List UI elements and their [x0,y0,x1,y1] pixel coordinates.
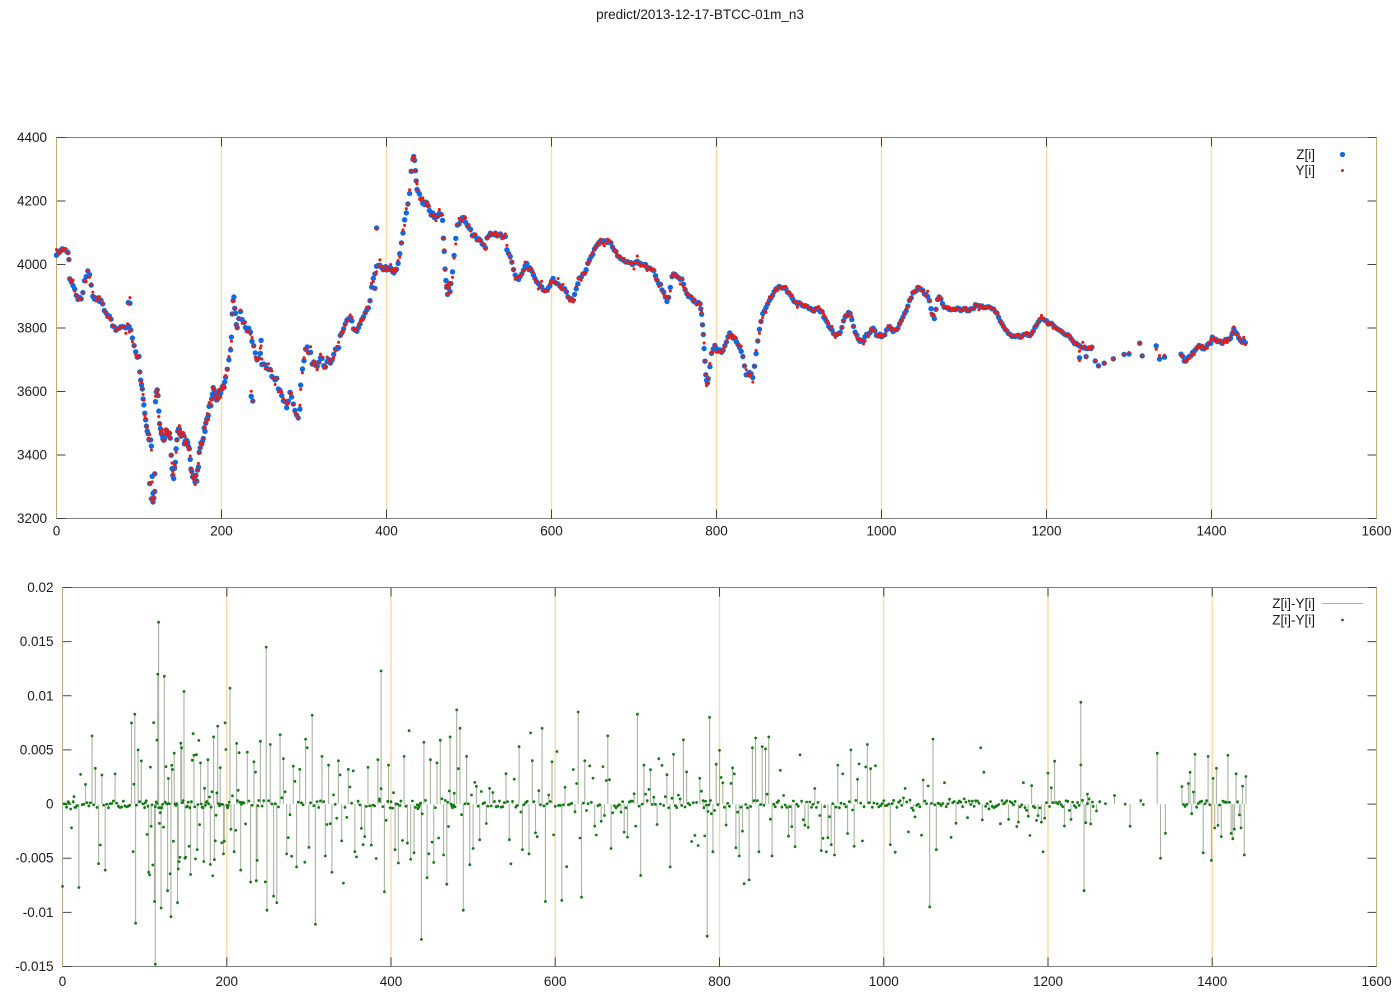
svg-text:0: 0 [59,974,67,989]
svg-text:predict/2013-12-17-BTCC-01m_n3: predict/2013-12-17-BTCC-01m_n3 [596,7,804,22]
svg-text:3600: 3600 [17,384,47,399]
svg-text:3400: 3400 [17,448,47,463]
svg-text:-0.01: -0.01 [23,905,54,920]
svg-text:1200: 1200 [1033,974,1063,989]
svg-text:3200: 3200 [17,511,47,526]
svg-text:1400: 1400 [1197,974,1227,989]
svg-text:Y[i]: Y[i] [1295,163,1315,178]
svg-text:-0.005: -0.005 [15,851,53,866]
svg-text:800: 800 [708,974,731,989]
svg-text:200: 200 [210,524,233,539]
svg-text:0.01: 0.01 [27,688,53,703]
svg-text:0: 0 [53,524,61,539]
svg-text:Z[i]: Z[i] [1296,147,1315,162]
svg-text:1600: 1600 [1361,974,1391,989]
svg-text:3800: 3800 [17,321,47,336]
svg-text:1000: 1000 [869,974,899,989]
svg-text:400: 400 [375,524,398,539]
svg-text:1000: 1000 [866,524,896,539]
svg-text:400: 400 [380,974,403,989]
svg-text:4000: 4000 [17,257,47,272]
svg-text:600: 600 [540,524,563,539]
svg-text:0: 0 [46,797,54,812]
svg-text:Z[i]-Y[i]: Z[i]-Y[i] [1272,613,1315,628]
svg-text:-0.015: -0.015 [15,959,53,974]
svg-text:1600: 1600 [1361,524,1391,539]
svg-text:800: 800 [705,524,728,539]
svg-text:0.02: 0.02 [27,580,53,595]
svg-text:Z[i]-Y[i]: Z[i]-Y[i] [1272,596,1315,611]
svg-text:4200: 4200 [17,194,47,209]
svg-text:4400: 4400 [17,130,47,145]
svg-text:200: 200 [216,974,239,989]
svg-text:1400: 1400 [1196,524,1226,539]
svg-text:0.005: 0.005 [20,742,54,757]
svg-text:1200: 1200 [1031,524,1061,539]
svg-text:600: 600 [544,974,567,989]
svg-text:0.015: 0.015 [20,634,54,649]
